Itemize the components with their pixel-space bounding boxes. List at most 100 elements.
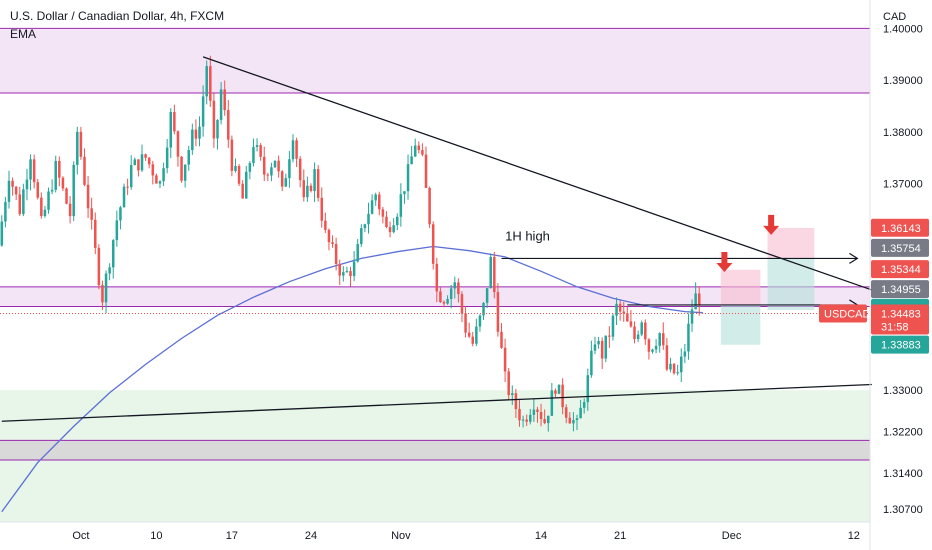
candle-body: [349, 271, 352, 277]
candle-body: [119, 207, 122, 221]
candle-body: [586, 375, 590, 403]
price-label-text: 1.35754: [881, 243, 921, 255]
candle-body: [568, 417, 572, 424]
zone-support-3: [0, 440, 870, 460]
candle-body: [309, 185, 313, 191]
price-label-text: 1.36143: [881, 223, 921, 235]
candle-body: [406, 164, 410, 192]
candle-body: [111, 240, 115, 268]
candle-body: [378, 194, 381, 210]
candle-body: [579, 407, 582, 419]
trendline-0: [202, 56, 873, 291]
candle-body: [367, 213, 370, 225]
symbol-badge-label: USDCAD: [824, 309, 871, 321]
sell-arrow-icon[interactable]: [763, 214, 780, 235]
zones-layer: [0, 27, 870, 522]
candle-body: [144, 154, 147, 158]
candle-body: [651, 349, 654, 352]
candle-body: [471, 336, 475, 344]
candle-body: [629, 321, 633, 327]
price-axis[interactable]: 1.40000 1.39000 1.38000 1.37000 1.33000 1.322…: [883, 23, 923, 516]
candle-body: [216, 119, 219, 139]
candle-body: [676, 372, 679, 374]
candle-body: [223, 89, 226, 111]
candle-body: [385, 216, 388, 228]
candle-body: [262, 156, 266, 175]
candle-body: [230, 139, 234, 171]
candle-body: [672, 363, 676, 374]
x-tick-label: 14: [535, 530, 547, 542]
candle-body: [647, 339, 651, 352]
candle-body: [259, 145, 262, 157]
candle-body: [0, 221, 4, 246]
candle-body: [381, 209, 385, 217]
currency-label: CAD: [883, 11, 906, 23]
candle-body: [525, 419, 528, 422]
candle-body: [557, 384, 561, 394]
candle-body: [690, 309, 694, 324]
candle-body: [683, 351, 687, 357]
candle-body: [518, 408, 521, 421]
candle-body: [83, 156, 86, 185]
candle-body: [14, 186, 18, 195]
price-labels: 1.361431.357541.353441.349551.345931.338…: [819, 218, 929, 354]
candle-body: [18, 194, 22, 215]
candle-body: [313, 169, 316, 191]
candle-body: [388, 227, 392, 233]
candle-body: [338, 263, 341, 276]
price-label-badge: [871, 218, 929, 237]
candle-body: [97, 247, 101, 286]
price-label-badge: [871, 260, 929, 279]
candle-body: [101, 285, 104, 303]
candle-body: [248, 163, 252, 172]
candle-body: [618, 303, 622, 312]
candle-body: [435, 263, 439, 292]
candle-body: [241, 183, 244, 199]
candle-body: [291, 140, 295, 160]
candle-body: [288, 159, 291, 179]
sell-arrow-icon[interactable]: [716, 252, 733, 273]
y-tick-label: 1.33000: [883, 385, 923, 397]
candle-body: [86, 184, 90, 209]
candle-body: [482, 302, 485, 316]
y-tick-label: 1.31400: [883, 468, 923, 480]
candle-body: [108, 267, 111, 274]
candle-body: [219, 89, 223, 120]
candle-body: [298, 158, 302, 181]
candle-body: [162, 168, 165, 182]
candle-body: [169, 111, 173, 148]
candle-body: [183, 164, 187, 181]
candle-body: [61, 177, 65, 189]
candle-body: [306, 185, 309, 198]
candle-body: [363, 224, 367, 229]
candle-body: [615, 303, 618, 316]
candle-body: [467, 332, 471, 337]
arrow-head: [849, 252, 859, 264]
candle-body: [543, 419, 546, 424]
candle-body: [532, 409, 536, 415]
candle-body: [662, 333, 665, 346]
candle-body: [209, 66, 212, 101]
candle-body: [50, 189, 54, 192]
candle-body: [4, 201, 7, 222]
candle-body: [478, 315, 482, 327]
candle-body: [582, 402, 586, 408]
candle-body: [546, 415, 550, 424]
candle-body: [212, 100, 216, 139]
candle-body: [529, 414, 532, 422]
candle-body: [604, 335, 608, 359]
time-axis[interactable]: Oct 10 17 24 Nov 14 21 Dec 12: [72, 530, 860, 542]
candle-body: [399, 194, 403, 217]
candle-body: [564, 407, 568, 418]
candle-body: [72, 164, 75, 217]
candle-body: [561, 384, 564, 408]
candle-body: [187, 150, 190, 165]
position-stop-box: [720, 269, 761, 305]
candle-body: [356, 244, 359, 262]
candle-body: [636, 334, 640, 340]
candle-body: [273, 160, 277, 168]
candle-body: [40, 197, 43, 217]
candle-body: [626, 313, 629, 322]
